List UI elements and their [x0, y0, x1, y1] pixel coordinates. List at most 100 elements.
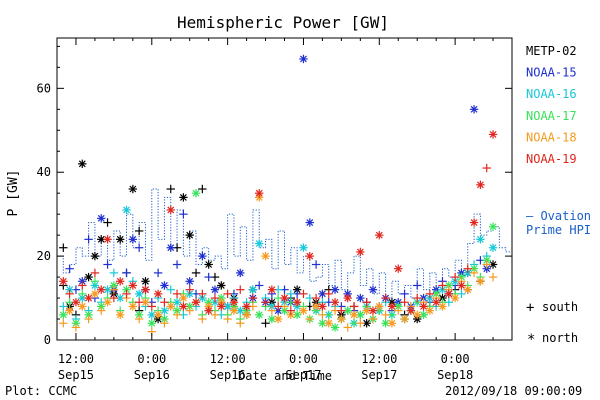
marker-stroke	[464, 286, 472, 294]
y-tick-label: 0	[44, 333, 51, 347]
marker-stroke	[451, 294, 459, 302]
noaa-18-north-point	[242, 310, 251, 320]
noaa-15-north-point	[128, 235, 138, 244]
noaa-19-north-point	[103, 235, 112, 244]
noaa-15-north-point	[210, 285, 220, 294]
noaa-15-north-point	[299, 54, 308, 64]
noaa-15-north-point	[356, 293, 365, 303]
noaa-18-south-point	[210, 310, 220, 320]
marker-stroke	[205, 261, 213, 268]
noaa-18-south-point	[160, 319, 169, 328]
x-tick-date: Sep15	[58, 368, 94, 382]
marker-stroke	[489, 244, 497, 252]
noaa-19-north-point	[457, 281, 466, 290]
noaa-18-south-point	[84, 314, 93, 324]
marker-stroke	[356, 311, 364, 319]
noaa-15-north-point	[469, 105, 479, 114]
noaa-19-south-point	[160, 298, 169, 307]
noaa-19-south-point	[337, 306, 346, 315]
noaa-19-south-point	[362, 298, 371, 307]
noaa-19-north-point	[469, 218, 479, 227]
noaa-19-north-point	[318, 302, 327, 311]
marker-stroke	[293, 311, 301, 319]
noaa-19-north-point	[97, 285, 106, 294]
noaa-18-south-point	[318, 310, 327, 320]
noaa-15-south-point	[311, 260, 321, 269]
noaa-18-south-point	[223, 314, 232, 324]
noaa-19-south-point	[261, 298, 270, 307]
metp-02-south-point	[134, 226, 144, 236]
noaa-15-south-point	[153, 268, 163, 278]
noaa-19-north-point	[305, 251, 314, 261]
marker-stroke	[66, 307, 74, 315]
noaa-18-north-point	[273, 314, 283, 324]
x-axis-label: Date and Time	[238, 369, 332, 383]
marker-stroke	[129, 185, 137, 193]
noaa-19-north-point	[217, 302, 226, 311]
noaa-16-south-point	[166, 285, 175, 294]
noaa-19-south-point	[324, 289, 333, 299]
noaa-15-north-point	[166, 243, 175, 252]
marker-stroke	[344, 294, 352, 302]
marker-stroke	[325, 319, 333, 327]
noaa-18-south-point	[482, 260, 491, 269]
noaa-18-north-point	[311, 302, 321, 311]
marker-stroke	[224, 303, 232, 310]
marker-stroke	[230, 307, 238, 315]
marker-stroke	[476, 277, 484, 285]
metp-02-north-point	[217, 281, 226, 290]
marker-stroke	[489, 131, 497, 138]
marker-stroke	[167, 206, 175, 214]
noaa-15-south-point	[65, 264, 74, 273]
noaa-17-north-point	[191, 188, 201, 198]
marker-stroke	[407, 307, 415, 315]
marker-stroke	[236, 269, 244, 277]
noaa-19-north-point	[394, 264, 403, 273]
noaa-17-north-point	[330, 323, 340, 332]
noaa-18-south-point	[368, 314, 378, 324]
noaa-18-south-point	[469, 268, 479, 278]
legend-entry-metp-02: METP-02	[526, 44, 577, 58]
noaa-19-south-point	[90, 268, 100, 278]
marker-stroke	[293, 298, 301, 306]
marker-stroke	[72, 298, 80, 306]
marker-stroke	[198, 252, 206, 260]
marker-stroke	[59, 311, 67, 319]
metp-02-north-point	[84, 272, 93, 282]
marker-stroke	[123, 206, 130, 214]
x-tick-date: Sep17	[361, 368, 397, 382]
marker-stroke	[167, 244, 175, 252]
noaa-18-south-point	[267, 306, 277, 315]
marker-stroke	[489, 223, 497, 231]
marker-stroke	[331, 286, 339, 294]
marker-stroke	[167, 303, 175, 310]
noaa-18-north-point	[400, 314, 409, 324]
x-tick-time: 0:00	[289, 352, 318, 366]
noaa-18-north-point	[166, 302, 175, 311]
noaa-19-north-point	[242, 302, 251, 311]
marker-stroke	[439, 303, 446, 310]
noaa-17-south-point	[78, 289, 87, 299]
noaa-19-north-point	[387, 302, 397, 311]
marker-stroke	[426, 307, 434, 315]
noaa-16-north-point	[255, 239, 264, 248]
marker-stroke	[148, 311, 156, 319]
noaa-17-north-point	[59, 310, 68, 320]
noaa-19-south-point	[400, 298, 409, 307]
noaa-19-north-point	[267, 285, 277, 294]
marker-stroke	[382, 319, 390, 327]
noaa-17-north-point	[255, 310, 264, 320]
scatter-points	[59, 54, 498, 336]
marker-stroke	[445, 290, 453, 298]
noaa-19-south-point	[134, 298, 144, 307]
noaa-16-north-point	[299, 243, 308, 252]
metp-02-north-point	[115, 235, 125, 244]
noaa-19-north-point	[330, 298, 340, 307]
marker-stroke	[104, 235, 111, 243]
marker-stroke	[281, 294, 288, 302]
metp-02-north-point	[185, 230, 194, 240]
marker-stroke	[91, 290, 99, 298]
marker-stroke	[85, 273, 93, 281]
noaa-16-north-point	[248, 285, 258, 294]
